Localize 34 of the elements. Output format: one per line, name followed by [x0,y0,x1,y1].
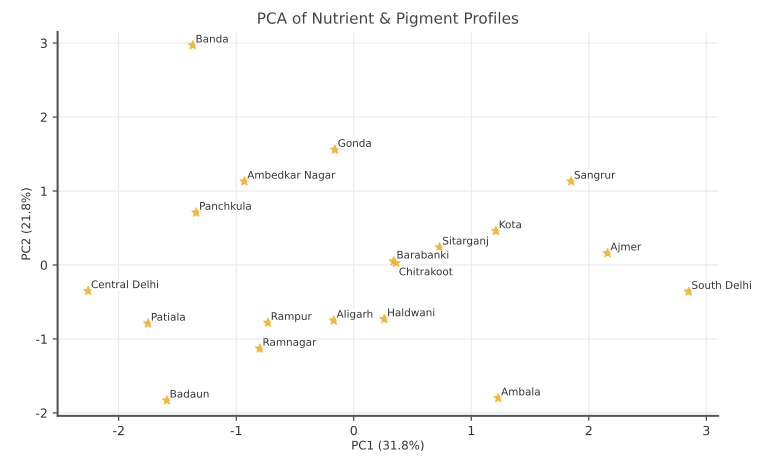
x-tick-label: 0 [350,426,357,436]
annotation: Gonda [338,138,371,147]
annotation: Badaun [170,390,209,398]
annotation: Banda [196,34,228,43]
x-tick-label: -1 [230,426,242,436]
x-tick-label: 3 [703,426,710,436]
y-tick-label: 3 [40,38,47,48]
annotation: Ambala [501,387,540,396]
annotation: Chitrakoot [399,267,453,276]
x-axis-title: PC1 (31.8%) [352,440,424,451]
annotation: Rampur [272,312,312,322]
annotation: Haldwani [388,308,434,316]
y-tick-label: 0 [40,260,48,270]
annotation: Barabanki [398,250,448,259]
annotation: Ajmer [610,242,642,253]
y-tick-label: -2 [36,408,47,418]
x-tick-label: 1 [468,426,474,436]
annotation: Central Delhi [92,280,158,288]
annotation: Kota [500,220,521,228]
annotation: Sitarganj [443,236,488,247]
annotation: Sangrur [574,170,616,181]
x-tick-label: -2 [113,426,124,436]
x-tick-label: 2 [586,426,592,436]
annotation: Patiala [152,312,185,321]
annotation: Panchkula [200,202,251,210]
annotation: Ambedkar Nagar [247,170,336,181]
y-tick-label: 2 [40,112,47,122]
y-axis-title: PC2 (21.8%) [21,188,32,260]
y-tick-label: 1 [41,186,47,196]
y-tick-label: -1 [36,334,47,344]
chart-title: PCA of Nutrient & Pigment Profiles [258,12,518,27]
annotation: South Delhi [692,280,751,289]
annotation: Aligarh [336,310,372,320]
annotation: Ramnagar [264,338,316,348]
